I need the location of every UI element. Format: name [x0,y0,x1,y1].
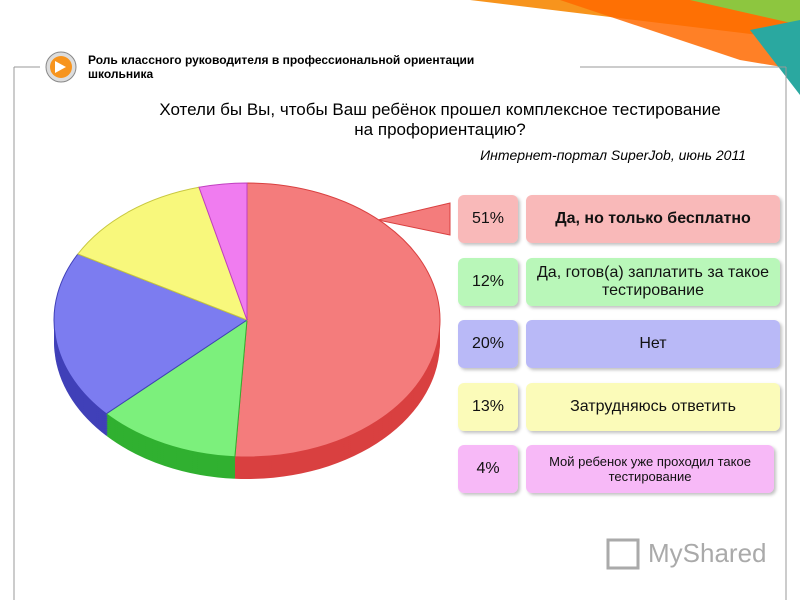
value-label: 12% [458,257,518,306]
watermark: MyShared [648,538,767,568]
header: Роль классного руководителя в профессион… [88,53,475,81]
pointer [377,202,451,236]
icon [55,61,66,73]
pie-slice [198,182,248,321]
pie-slice [77,186,248,321]
decor-stripe [690,0,800,25]
chart-subtitle: Интернет-портал SuperJob, июнь 2011 [480,147,746,163]
decor-stripe [560,0,800,70]
value-label: 13% [458,382,518,431]
chart-title: Хотели бы Вы, чтобы Ваш ребёнок прошел к… [159,100,721,139]
legend-label: Да, готов(а) заплатить за такое тестиров… [526,257,780,306]
legend-label: Нет [526,320,780,368]
value-label: 4% [458,445,518,493]
value-label: 51% [458,195,518,243]
decor-stripe [750,20,800,95]
legend-label: Затрудняюсь ответить [526,382,780,431]
watermark-icon [606,538,640,570]
value-label: 20% [458,320,518,368]
legend-label: Мой ребенок уже проходил такое тестирова… [526,445,774,493]
pie-slice [234,182,441,458]
pie-slice [105,319,248,458]
pie-slice [53,253,249,415]
legend-label: Да, но только бесплатно [526,195,780,243]
